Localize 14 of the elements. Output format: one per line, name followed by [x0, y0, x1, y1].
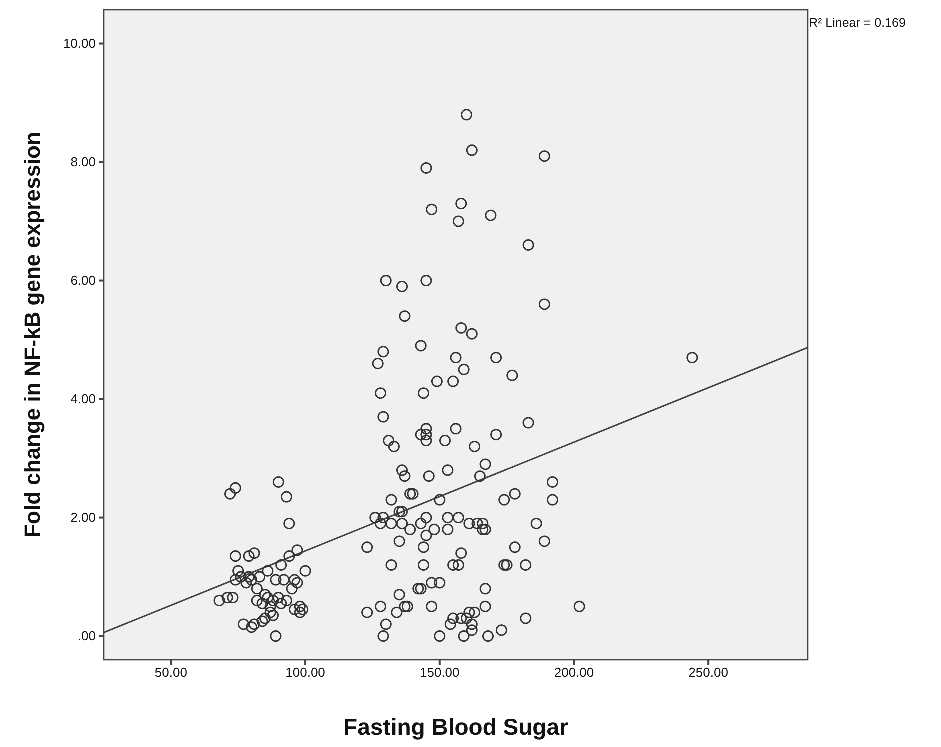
x-tick-label: 150.00	[420, 665, 460, 680]
y-tick-label: .00	[78, 628, 96, 644]
text: R² Linear = 0.169	[809, 16, 906, 30]
y-axis-title: Fold change in NF-kB gene expression	[20, 132, 45, 538]
x-tick-label: 250.00	[688, 665, 728, 680]
y-tick-label: 8.00	[70, 154, 96, 170]
y-tick-label: 6.00	[70, 272, 96, 288]
y-tick-label: 2.00	[70, 510, 96, 525]
x-axis-title: Fasting Blood Sugar	[344, 714, 568, 740]
y-tick-label: 4.00	[70, 391, 96, 406]
x-tick-label: 100.00	[286, 665, 326, 680]
x-tick-label: 200.00	[554, 665, 594, 680]
x-tick-label: 50.00	[154, 665, 188, 680]
y-tick-label: 10.00	[63, 36, 96, 51]
